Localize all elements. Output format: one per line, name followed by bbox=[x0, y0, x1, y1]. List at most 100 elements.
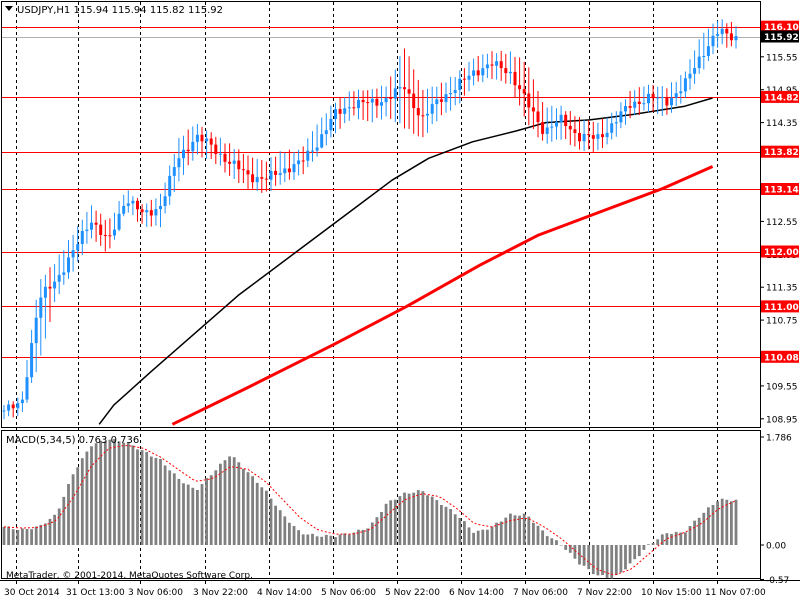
candle-body-88 bbox=[407, 89, 411, 94]
time-axis: 30 Oct 2014 31 Oct 13:00 3 Nov 06:00 3 Nov … bbox=[4, 580, 766, 598]
candle-body-38 bbox=[177, 158, 181, 168]
macd-bar-57 bbox=[265, 490, 268, 545]
candle-29 bbox=[136, 198, 139, 222]
candle-body-109 bbox=[504, 68, 508, 74]
macd-bar-17 bbox=[80, 458, 84, 545]
macd-bar-67 bbox=[311, 533, 314, 545]
candle-70 bbox=[324, 113, 328, 146]
candle-body-26 bbox=[122, 205, 126, 214]
level-box-bg-7 bbox=[761, 350, 799, 363]
candle-100 bbox=[462, 68, 466, 96]
candle-body-50 bbox=[232, 160, 236, 164]
time-tick-label-7: 6 Nov 14:00 bbox=[449, 588, 504, 598]
candle-126 bbox=[582, 119, 586, 152]
candle-body-22 bbox=[103, 235, 107, 236]
candle-body-142 bbox=[656, 97, 660, 99]
macd-bar-78 bbox=[361, 529, 365, 545]
candle-7 bbox=[34, 299, 38, 373]
candle-body-151 bbox=[697, 56, 701, 69]
candle-body-63 bbox=[292, 164, 296, 173]
time-tick-label-0: 30 Oct 2014 bbox=[4, 588, 60, 598]
candle-118 bbox=[545, 107, 549, 144]
macd-bar-10 bbox=[48, 518, 52, 545]
macd-bar-117 bbox=[541, 530, 544, 545]
candle-96 bbox=[444, 82, 448, 113]
macd-bar-146 bbox=[674, 531, 678, 545]
candle-99 bbox=[458, 70, 462, 104]
candle-49 bbox=[228, 143, 232, 176]
price-panel-frame bbox=[1, 1, 761, 428]
macd-bar-51 bbox=[237, 462, 241, 545]
macd-bar-44 bbox=[205, 478, 208, 545]
current-price-label: 115.92 bbox=[764, 33, 799, 43]
candle-32 bbox=[149, 199, 153, 227]
candle-141 bbox=[651, 85, 655, 112]
level-label-3: 113.82 bbox=[764, 148, 799, 158]
candle-128 bbox=[591, 121, 595, 153]
candle-113 bbox=[522, 61, 526, 117]
candle-21 bbox=[99, 213, 103, 246]
macd-bar-41 bbox=[191, 487, 195, 545]
triangle-down-icon[interactable] bbox=[5, 6, 13, 11]
macd-bar-33 bbox=[154, 457, 158, 545]
macd-bar-145 bbox=[670, 533, 673, 545]
candle-61 bbox=[283, 152, 287, 182]
macd-bar-39 bbox=[182, 483, 185, 545]
candle-body-17 bbox=[80, 231, 84, 244]
candle-body-21 bbox=[99, 224, 103, 235]
macd-bar-98 bbox=[453, 514, 457, 545]
time-tick-label-4: 4 Nov 14:00 bbox=[257, 588, 312, 598]
candle-body-34 bbox=[159, 206, 162, 210]
macd-bar-108 bbox=[499, 521, 503, 545]
candle-body-14 bbox=[67, 257, 70, 273]
macd-bar-14 bbox=[67, 484, 70, 545]
candle-body-71 bbox=[329, 118, 333, 131]
candle-body-75 bbox=[347, 107, 351, 109]
candle-body-4 bbox=[20, 399, 24, 404]
candle-body-27 bbox=[126, 203, 130, 206]
candle-body-114 bbox=[527, 93, 531, 108]
macd-label: MACD(5,34,5) 0.763 0.736 bbox=[6, 435, 139, 446]
level-label-7: 110.08 bbox=[764, 353, 799, 363]
macd-bar-16 bbox=[76, 467, 80, 545]
macd-bar-24 bbox=[113, 439, 116, 545]
candle-88 bbox=[407, 56, 411, 129]
slow-ma-line bbox=[171, 165, 714, 426]
candle-body-156 bbox=[720, 28, 724, 35]
candle-body-138 bbox=[637, 101, 641, 104]
candle-body-126 bbox=[582, 134, 586, 142]
macd-bar-129 bbox=[596, 545, 600, 576]
macd-bar-137 bbox=[633, 545, 637, 560]
candle-67 bbox=[311, 131, 314, 162]
macd-bar-140 bbox=[647, 544, 650, 545]
macd-bar-147 bbox=[679, 532, 683, 545]
level-label-5: 112.00 bbox=[764, 248, 799, 258]
macd-bar-81 bbox=[375, 517, 379, 545]
candle-72 bbox=[334, 102, 337, 134]
macd-bar-102 bbox=[472, 532, 475, 545]
macd-bar-48 bbox=[223, 460, 227, 545]
candle-body-45 bbox=[209, 138, 213, 145]
macd-bar-80 bbox=[370, 522, 374, 545]
macd-bar-154 bbox=[711, 505, 715, 545]
candle-body-60 bbox=[278, 173, 282, 175]
copyright-text: MetaTrader, © 2001-2014, MetaQuotes Soft… bbox=[6, 571, 253, 581]
candle-body-145 bbox=[670, 97, 673, 106]
candlesticks bbox=[2, 19, 738, 420]
candle-body-83 bbox=[384, 97, 388, 103]
candle-body-42 bbox=[195, 134, 199, 142]
macd-bar-46 bbox=[214, 470, 218, 545]
macd-bar-66 bbox=[306, 534, 310, 545]
candle-body-128 bbox=[591, 135, 595, 139]
macd-bar-133 bbox=[614, 545, 618, 576]
macd-bar-109 bbox=[504, 517, 508, 545]
candle-46 bbox=[214, 136, 218, 164]
candle-2 bbox=[11, 401, 15, 418]
candle-body-132 bbox=[610, 123, 614, 133]
candle-body-129 bbox=[596, 134, 600, 139]
macd-bar-116 bbox=[536, 525, 540, 545]
price-tick-label-0: 115.55 bbox=[766, 53, 798, 63]
macd-bar-141 bbox=[651, 543, 655, 545]
time-tick-label-9: 7 Nov 22:00 bbox=[577, 588, 632, 598]
